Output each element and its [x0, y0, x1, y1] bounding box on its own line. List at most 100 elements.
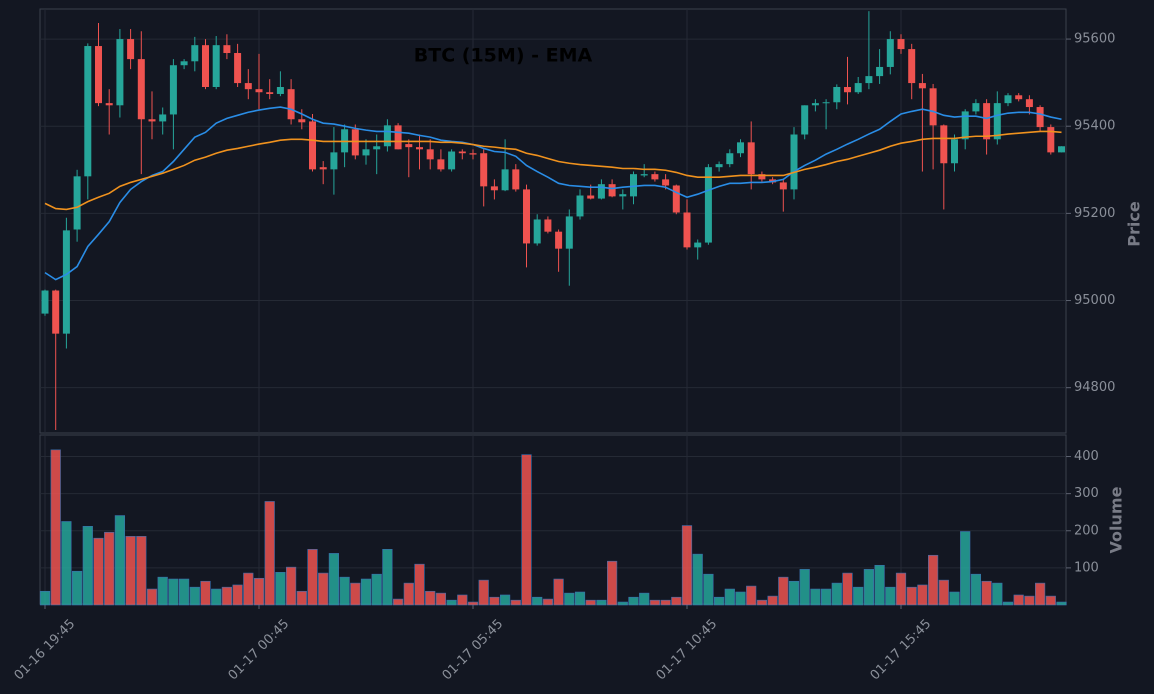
volume-bar — [767, 595, 778, 606]
candle-body — [1015, 95, 1023, 100]
candle-body — [565, 216, 573, 249]
candle-body — [490, 186, 498, 191]
volume-bar — [724, 588, 735, 606]
candle-body — [983, 103, 991, 140]
volume-bar — [606, 560, 618, 606]
candle-body — [897, 39, 905, 50]
candle-body — [630, 174, 637, 197]
volume-bar — [168, 578, 179, 606]
volume-bar — [542, 598, 553, 606]
candle-body — [523, 189, 530, 244]
candle-body — [373, 146, 381, 150]
candle-body — [266, 92, 274, 94]
volume-bar — [189, 586, 200, 606]
candle-body — [458, 151, 466, 154]
volume-bar — [403, 582, 414, 606]
volume-bar — [596, 599, 607, 606]
volume-bar — [350, 582, 361, 606]
volume-bar — [125, 536, 136, 606]
volume-bar — [746, 585, 757, 606]
volume-bar — [917, 584, 928, 606]
ema-line — [44, 130, 1062, 211]
volume-bar — [39, 590, 51, 606]
volume-bar — [553, 578, 564, 606]
candle-body — [394, 125, 402, 150]
volume-bar — [146, 588, 158, 606]
volume-bar — [467, 601, 479, 606]
y-tick-label: 95400 — [1074, 119, 1115, 134]
volume-bar — [639, 592, 650, 606]
volume-bar — [660, 599, 671, 606]
volume-bar — [927, 554, 939, 606]
y-tick-label: 95600 — [1074, 32, 1115, 47]
volume-bar — [114, 515, 125, 606]
candle-body — [672, 185, 680, 213]
candle-body — [822, 102, 830, 104]
candle-body — [223, 45, 231, 54]
y-axis-label: Price — [1125, 201, 1144, 247]
candle-body — [95, 46, 102, 104]
volume-bar — [681, 525, 693, 606]
grid — [40, 9, 1071, 609]
candle-body — [287, 89, 295, 120]
candle-body — [961, 111, 969, 140]
volume-bar — [1024, 595, 1035, 606]
volume-bar — [61, 521, 72, 606]
volume-bar — [82, 526, 93, 606]
candle-body — [801, 105, 809, 135]
volume-bar — [489, 596, 500, 606]
candle-body — [608, 184, 616, 197]
candle-body — [715, 164, 723, 168]
volume-bar — [574, 591, 586, 606]
volume-bar — [360, 578, 372, 606]
volume-bar — [895, 572, 907, 606]
candle-body — [844, 87, 851, 93]
ema-line — [44, 106, 1062, 281]
volume-bar — [960, 531, 971, 606]
volume-bar — [810, 588, 821, 606]
volume-bar — [328, 553, 340, 606]
candle-body — [298, 119, 306, 123]
candle-body — [918, 83, 926, 89]
candle-body — [597, 184, 605, 199]
candle-body — [683, 212, 691, 248]
candle-body — [127, 39, 135, 60]
volume-bar — [756, 599, 767, 606]
candle-body — [833, 87, 841, 103]
volume-bar — [981, 580, 992, 606]
candle-body — [41, 290, 49, 314]
candle-body — [362, 149, 370, 156]
y-tick-label: 94800 — [1074, 380, 1115, 395]
candle-body — [747, 142, 755, 175]
volume-bar — [992, 582, 1003, 606]
volume-bar — [1045, 595, 1056, 606]
volume-bar — [532, 596, 543, 606]
candle-body — [694, 242, 702, 248]
candle-body — [191, 45, 199, 62]
volume-bar — [339, 576, 350, 606]
volume-bar — [831, 582, 842, 606]
price-panel — [39, 8, 1067, 434]
volume-bar — [211, 588, 222, 606]
y-tick-label: 95200 — [1074, 206, 1115, 221]
volume-bar — [949, 591, 960, 606]
volume-bar — [521, 454, 532, 606]
candle-body — [501, 169, 509, 191]
volume-bar — [50, 449, 61, 606]
candle-body — [512, 169, 520, 190]
volume-bar — [425, 590, 436, 606]
candle-body — [993, 103, 1001, 140]
candle-body — [426, 149, 434, 160]
candle-body — [159, 114, 167, 122]
candle-body — [908, 49, 916, 84]
volume-bar — [392, 598, 404, 606]
candle-body — [480, 153, 488, 187]
volume-bar — [863, 569, 874, 606]
volume-bar — [200, 580, 211, 606]
y-tick-label: 300 — [1074, 486, 1099, 501]
candle-body — [929, 88, 937, 126]
candle-body — [73, 176, 81, 230]
volume-bar — [1056, 601, 1067, 606]
candle-body — [137, 59, 145, 120]
candle-body — [1047, 127, 1055, 153]
